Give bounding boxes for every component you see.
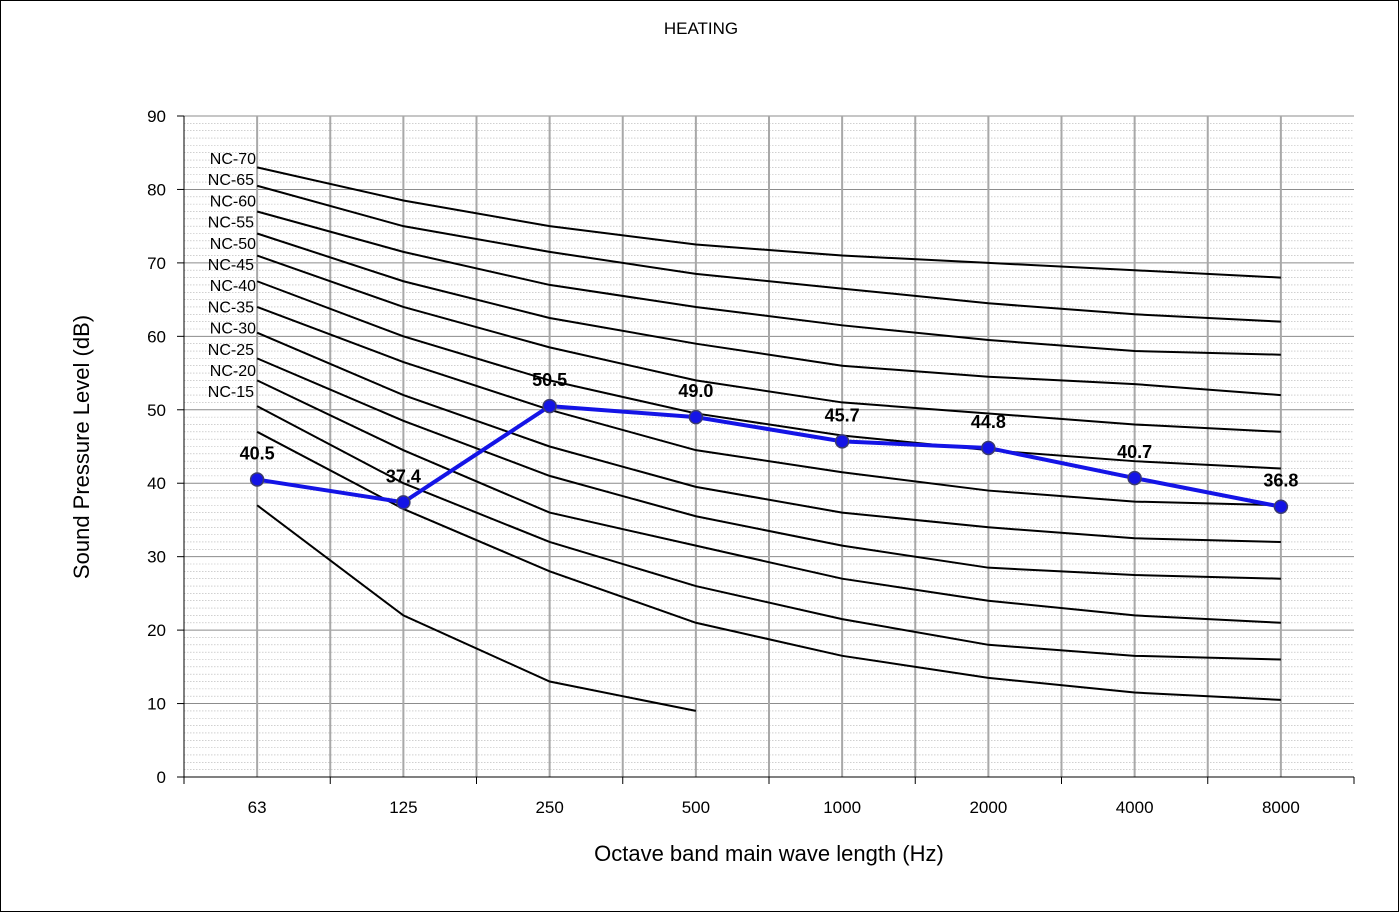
y-tick-label: 20 <box>147 621 166 640</box>
nc-55-label: NC-55 <box>208 215 254 232</box>
data-label: 37.4 <box>386 466 421 486</box>
y-tick-label: 80 <box>147 180 166 199</box>
nc-15-curve <box>256 430 1281 701</box>
nc-65-label: NC-65 <box>208 172 254 189</box>
nc-45-curve <box>256 280 1281 470</box>
data-label: 50.5 <box>532 370 567 390</box>
nc-50-label: NC-50 <box>210 236 256 253</box>
nc-70-curve <box>256 166 1281 279</box>
nc-30-curve <box>256 357 1281 580</box>
data-label: 36.8 <box>1263 471 1298 491</box>
data-label: 49.0 <box>678 381 713 401</box>
x-tick-label: 63 <box>248 798 267 817</box>
y-axis-title: Sound Pressure Level (dB) <box>69 315 94 579</box>
data-label: 40.5 <box>240 444 275 464</box>
y-tick-label: 40 <box>147 474 166 493</box>
data-label: 40.7 <box>1117 442 1152 462</box>
nc-60-curve <box>256 210 1281 356</box>
nc-15-label: NC-15 <box>208 384 254 401</box>
x-tick-label: 1000 <box>823 798 861 817</box>
x-tick-label: 4000 <box>1116 798 1154 817</box>
nc-70-label: NC-70 <box>210 151 256 168</box>
data-point <box>1127 470 1142 486</box>
nc-40-label: NC-40 <box>210 278 256 295</box>
nc-20-curve <box>256 405 1281 661</box>
nc-30-label: NC-30 <box>210 321 256 338</box>
nc-35-label: NC-35 <box>208 299 254 316</box>
nc-35-curve <box>256 331 1281 543</box>
data-point <box>542 398 557 414</box>
x-tick-label: 2000 <box>969 798 1007 817</box>
y-tick-label: 60 <box>147 327 166 346</box>
measured-line <box>256 404 1282 509</box>
data-label: 44.8 <box>971 412 1006 432</box>
y-tick-label: 90 <box>147 107 166 126</box>
x-axis-title: Octave band main wave length (Hz) <box>594 841 944 866</box>
nc-25-label: NC-25 <box>208 342 254 359</box>
nc-45-label: NC-45 <box>208 257 254 274</box>
nc-curves: NC-70 NC-65 NC-60 NC-55 NC-50 NC-45 NC-40 NC-35… <box>208 151 1281 712</box>
grid-layer <box>184 115 1354 777</box>
nc-20-label: NC-20 <box>210 363 256 380</box>
data-point <box>688 409 704 425</box>
axis-layer: 0 10 20 30 40 50 60 70 80 90 63 125 250 500 1000 2000 40… <box>147 107 1355 817</box>
data-point <box>249 472 265 487</box>
x-tick-label: 8000 <box>1262 798 1300 817</box>
y-tick-label: 50 <box>147 401 166 420</box>
nc-50-curve <box>256 254 1281 433</box>
x-tick-label: 125 <box>389 798 417 817</box>
data-point <box>981 440 996 456</box>
y-tick-label: 30 <box>147 548 166 567</box>
data-point <box>1273 499 1289 514</box>
nc-60-label: NC-60 <box>210 193 256 210</box>
nc-unlabeled-curve <box>256 504 697 712</box>
nc-40-curve <box>256 306 1281 507</box>
y-tick-label: 0 <box>157 768 166 787</box>
data-point <box>396 495 411 510</box>
measured-series: 40.5 37.4 50.5 49.0 45.7 44.8 40.7 36.8 <box>240 370 1298 514</box>
data-label: 45.7 <box>825 405 860 425</box>
nc-65-curve <box>256 184 1281 323</box>
nc-55-curve <box>256 232 1281 397</box>
x-tick-label: 500 <box>682 798 710 817</box>
nc-25-curve <box>256 379 1281 624</box>
y-tick-label: 70 <box>147 254 166 273</box>
data-point <box>834 434 850 449</box>
chart-title: HEATING <box>664 19 738 38</box>
y-tick-label: 10 <box>147 695 166 714</box>
x-tick-label: 250 <box>535 798 563 817</box>
